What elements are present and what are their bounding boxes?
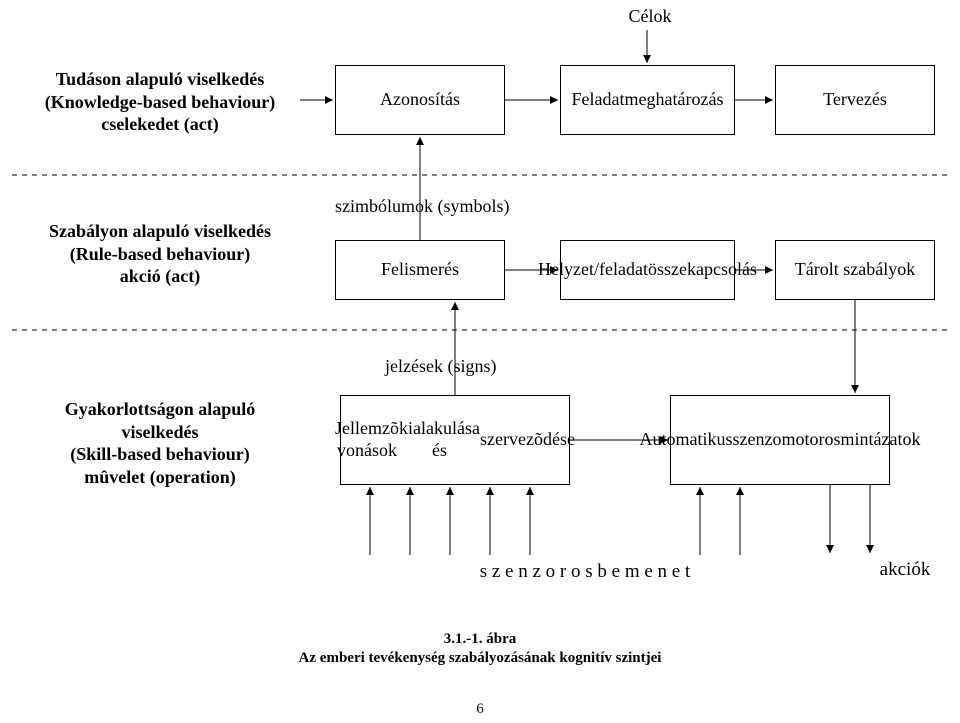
box-sensorimotor-l2: szenzomotoros (733, 429, 841, 451)
box-task-definition-l2: meghatározás (625, 89, 724, 111)
symbols-label-text: szimbólumok (symbols) (335, 196, 510, 216)
row2-left-label: Szabályon alapuló viselkedés (Rule-based… (20, 220, 300, 288)
actions-label: akciók (865, 558, 945, 582)
box-feature-formation-l1: Jellemzõ vonások (335, 418, 399, 461)
row2-left-l3: akció (act) (120, 266, 200, 286)
signs-label: jelzések (signs) (385, 355, 585, 378)
box-planning: Tervezés (775, 65, 935, 135)
actions-label-text: akciók (880, 559, 931, 580)
row1-left-label: Tudáson alapuló viselkedés (Knowledge-ba… (20, 68, 300, 136)
row3-left-l1: Gyakorlottságon alapuló (65, 399, 256, 419)
box-feature-formation: Jellemzõ vonások kialakulása és szervezõ… (340, 395, 570, 485)
box-identification: Azonosítás (335, 65, 505, 135)
row1-left-l3: cselekedet (act) (101, 114, 218, 134)
box-feature-formation-l3: szervezõdése (480, 429, 575, 451)
caption-l2: Az emberi tevékenység szabályozásának ko… (299, 650, 662, 666)
row1-left-l2: (Knowledge-based behaviour) (45, 92, 276, 112)
box-task-definition: Feladat meghatározás (560, 65, 735, 135)
box-recognition: Felismerés (335, 240, 505, 300)
row3-left-l3: (Skill-based behaviour) (70, 444, 250, 464)
row3-left-l2: viselkedés (121, 422, 198, 442)
figure-caption: 3.1.-1. ábra Az emberi tevékenység szabá… (180, 630, 780, 668)
row2-left-l2: (Rule-based behaviour) (70, 244, 251, 264)
box-sensorimotor-l3: mintázatok (841, 429, 921, 451)
diagram-stage: Célok Tudáson alapuló viselkedés (Knowle… (0, 0, 960, 723)
box-sensorimotor-l1: Automatikus (640, 429, 733, 451)
box-situation-task-l2: összekapcsolás (648, 259, 757, 281)
box-identification-text: Azonosítás (380, 89, 460, 111)
caption-l1: 3.1.-1. ábra (444, 631, 517, 647)
row2-left-l1: Szabályon alapuló viselkedés (49, 221, 271, 241)
box-situation-task: Helyzet/feladat összekapcsolás (560, 240, 735, 300)
box-recognition-text: Felismerés (381, 259, 459, 281)
page-number-text: 6 (476, 701, 484, 717)
row1-left-l1: Tudáson alapuló viselkedés (56, 69, 264, 89)
box-task-definition-l1: Feladat (572, 89, 625, 111)
signs-label-text: jelzések (signs) (385, 356, 496, 376)
row3-left-label: Gyakorlottságon alapuló viselkedés (Skil… (30, 398, 290, 488)
box-stored-rules: Tárolt szabályok (775, 240, 935, 300)
box-stored-rules-text: Tárolt szabályok (795, 259, 915, 281)
title-goals: Célok (600, 5, 700, 28)
page-number: 6 (470, 700, 490, 719)
box-situation-task-l1: Helyzet/feladat (538, 259, 648, 281)
symbols-label: szimbólumok (symbols) (335, 195, 585, 218)
box-planning-text: Tervezés (823, 89, 887, 111)
title-goals-text: Célok (629, 6, 672, 26)
sensor-input-label: s z e n z o r o s b e m e n e t (395, 560, 775, 584)
row3-left-l4: mûvelet (operation) (84, 467, 235, 487)
sensor-input-text: s z e n z o r o s b e m e n e t (480, 561, 691, 582)
box-feature-formation-l2: kialakulása és (399, 418, 480, 461)
box-sensorimotor: Automatikus szenzomotoros mintázatok (670, 395, 890, 485)
